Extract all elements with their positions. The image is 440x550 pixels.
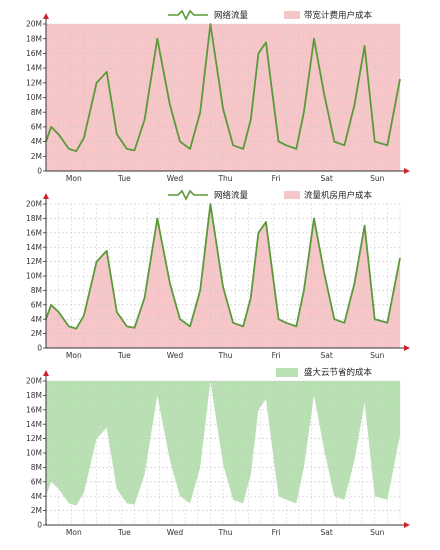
y-tick-label: 6M [31, 477, 42, 486]
x-tick-label: Sat [321, 174, 333, 183]
y-tick-label: 20M [26, 200, 42, 209]
y-tick-label: 20M [26, 377, 42, 386]
y-tick-label: 4M [31, 492, 42, 501]
y-tick-label: 10M [26, 93, 42, 102]
y-tick-label: 0 [37, 167, 42, 176]
y-tick-label: 18M [26, 34, 42, 43]
chart-panel-2: 0 2M 4M 6M 8M 10M 12M 14M 16M 18M 20M Mon Tue Wed Thu F… [26, 189, 410, 360]
x-tick-label: Fri [272, 174, 281, 183]
y-tick-label: 14M [26, 64, 42, 73]
y-tick-label: 18M [26, 214, 42, 223]
legend-cost-swatch [284, 191, 300, 199]
legend-label: 盛大云节省的成本 [304, 367, 373, 378]
y-tick-label: 16M [26, 228, 42, 237]
traffic-line [45, 203, 401, 330]
y-tick-label: 6M [31, 123, 42, 132]
x-tick-label: Mon [66, 351, 82, 360]
y-tick-label: 18M [26, 391, 42, 400]
y-axis-arrow [43, 370, 49, 376]
y-tick-label: 8M [31, 463, 42, 472]
y-tick-label: 14M [26, 420, 42, 429]
x-tick-label: Wed [167, 351, 184, 360]
y-tick-label: 0 [37, 344, 42, 353]
y-tick-label: 12M [26, 257, 42, 266]
legend: 网络流量 流量机房用户成本 [168, 189, 373, 201]
y-tick-label: 12M [26, 434, 42, 443]
y-tick-label: 8M [31, 108, 42, 117]
x-tick-label: Sun [370, 351, 385, 360]
legend: 网络流量 带宽计费用户成本 [168, 9, 373, 21]
traffic-line [45, 23, 401, 153]
x-tick-label: Tue [117, 528, 131, 537]
grid-lines [45, 23, 401, 172]
legend-label: 流量机房用户成本 [304, 190, 373, 201]
y-tick-label: 14M [26, 243, 42, 252]
y-tick-label: 8M [31, 286, 42, 295]
x-tick-label: Sun [370, 174, 385, 183]
y-axis-arrow [43, 193, 49, 199]
legend-line-swatch [168, 189, 208, 201]
x-tick-label: Wed [167, 174, 184, 183]
y-tick-label: 10M [26, 449, 42, 458]
x-tick-label: Mon [66, 528, 82, 537]
y-tick-label: 4M [31, 137, 42, 146]
x-tick-label: Thu [217, 528, 232, 537]
x-tick-label: Tue [117, 174, 131, 183]
y-tick-label: 10M [26, 272, 42, 281]
y-axis-arrow [43, 13, 49, 19]
y-tick-label: 16M [26, 405, 42, 414]
legend-label: 带宽计费用户成本 [304, 10, 373, 21]
y-tick-label: 12M [26, 78, 42, 87]
y-tick-label: 2M [31, 329, 42, 338]
y-tick-label: 20M [26, 20, 42, 29]
legend-label: 网络流量 [214, 10, 249, 21]
legend-cost-swatch [284, 11, 300, 19]
chart-panel-3: 0 2M 4M 6M 8M 10M 12M 14M 16M 18M 20M Mon Tue Wed Thu F… [26, 367, 410, 537]
y-tick-label: 4M [31, 315, 42, 324]
x-axis-arrow [404, 168, 410, 174]
x-tick-label: Wed [167, 528, 184, 537]
x-tick-label: Sun [370, 528, 385, 537]
x-tick-label: Mon [66, 174, 82, 183]
x-tick-label: Sat [321, 528, 333, 537]
x-tick-label: Sat [321, 351, 333, 360]
x-axis-arrow [404, 345, 410, 351]
y-tick-label: 6M [31, 300, 42, 309]
legend-saving-swatch [276, 368, 298, 377]
x-tick-label: Fri [272, 528, 281, 537]
x-axis-arrow [404, 522, 410, 528]
legend-label: 网络流量 [214, 190, 249, 201]
y-tick-label: 16M [26, 49, 42, 58]
x-tick-label: Thu [217, 351, 232, 360]
y-tick-label: 2M [31, 506, 42, 515]
legend: 盛大云节省的成本 [276, 367, 373, 378]
x-tick-label: Tue [117, 351, 131, 360]
x-tick-label: Thu [217, 174, 232, 183]
chart-panel-1: 0 2M 4M 6M 8M 10M 12M 14M 16M 18M 20M Mon Tue Wed Thu F… [26, 9, 410, 183]
y-tick-label: 0 [37, 521, 42, 530]
x-tick-label: Fri [272, 351, 281, 360]
y-tick-label: 2M [31, 152, 42, 161]
legend-line-swatch [168, 9, 208, 21]
